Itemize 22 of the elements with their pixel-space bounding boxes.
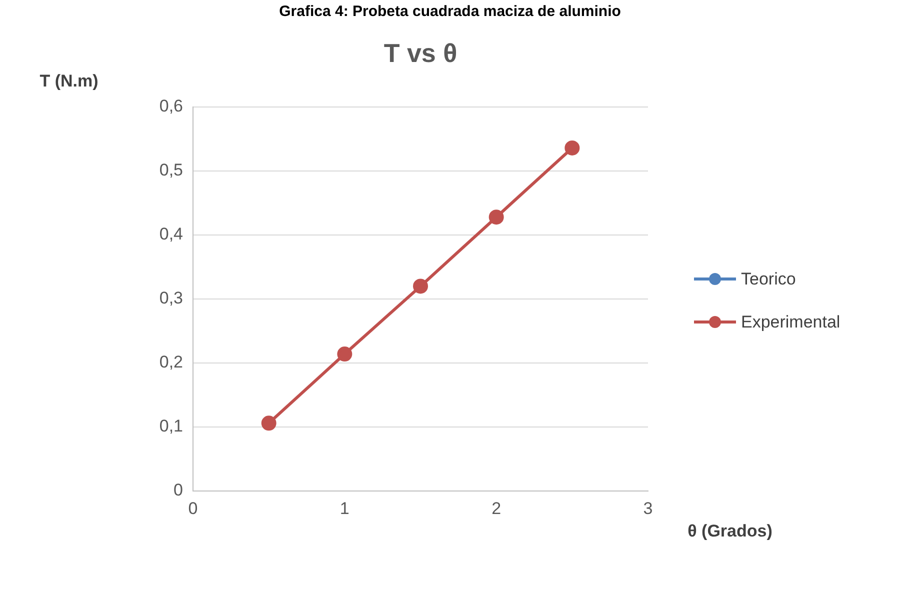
y-tick-label: 0,4 (159, 224, 183, 244)
x-tick-label: 2 (492, 498, 502, 518)
y-tick-label: 0,5 (159, 160, 183, 180)
point (261, 416, 276, 431)
y-axis-title: T (N.m) (40, 72, 98, 91)
chart-subtitle: Grafica 4: Probeta cuadrada maciza de aluminio (279, 3, 621, 20)
chart-title: T vs θ (384, 38, 458, 68)
x-tick-label: 0 (188, 498, 198, 518)
legend-label: Experimental (741, 312, 840, 332)
point (413, 278, 428, 294)
y-tick-label: 0,2 (159, 352, 183, 372)
y-tick-label: 0,1 (159, 416, 183, 436)
point (337, 346, 352, 362)
y-tick-label: 0 (174, 480, 183, 500)
point (488, 210, 504, 225)
x-tick-label: 3 (643, 498, 653, 518)
x-axis-title: θ (Grados) (688, 522, 772, 541)
x-tick-label: 1 (340, 498, 350, 518)
point (564, 140, 580, 156)
y-tick-label: 0,6 (159, 96, 183, 116)
y-tick-label: 0,3 (159, 288, 183, 308)
legend-label: Teorico (741, 270, 796, 289)
